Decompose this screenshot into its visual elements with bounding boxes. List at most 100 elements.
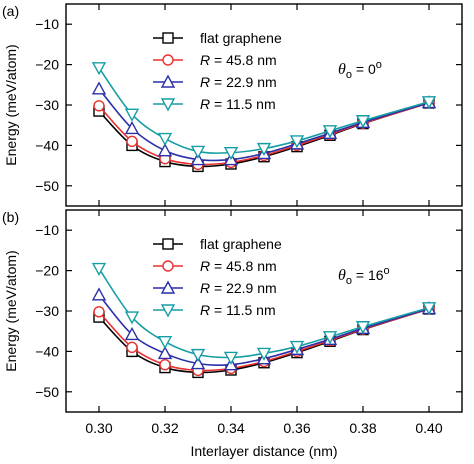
series-line <box>98 294 430 367</box>
data-point <box>421 302 437 316</box>
y-axis-title: Energy (meV/atom) <box>3 44 19 165</box>
series-2 <box>91 81 437 166</box>
data-point <box>91 287 107 301</box>
series-line <box>98 308 430 372</box>
legend-symbol: R <box>200 74 210 90</box>
data-point <box>93 306 105 318</box>
data-point <box>157 143 173 157</box>
data-point <box>93 100 105 112</box>
data-point <box>124 108 140 122</box>
legend-marker <box>162 54 174 66</box>
legend-marker <box>160 304 176 318</box>
series-line <box>98 67 430 154</box>
degree-superscript: o <box>384 265 390 277</box>
y-tick-label: −20 <box>35 263 59 279</box>
x-axis-title: Interlayer distance (nm) <box>190 443 337 459</box>
data-point <box>91 62 107 76</box>
data-point <box>157 345 173 360</box>
legend-symbol: R <box>200 280 210 296</box>
y-tick-label: −10 <box>35 222 59 238</box>
series-line <box>98 102 430 166</box>
legend-label: R = 22.9 nm <box>200 74 277 90</box>
legend-value: flat graphene <box>200 30 282 46</box>
theta-subscript: o <box>346 275 352 287</box>
data-point <box>124 326 140 341</box>
y-tick-label: −30 <box>35 303 59 319</box>
legend-marker <box>160 74 176 88</box>
legend-marker <box>160 280 176 294</box>
series-3 <box>91 62 437 161</box>
series-3 <box>91 262 437 365</box>
data-point <box>124 311 140 325</box>
y-tick-label: −50 <box>35 384 59 400</box>
angle-annotation: θo = 0o <box>338 59 382 81</box>
angle-value: = 0 <box>352 61 376 77</box>
data-point <box>126 135 138 148</box>
x-tick-label: 0.34 <box>217 420 244 436</box>
data-point <box>190 152 206 166</box>
degree-superscript: o <box>376 59 382 71</box>
y-tick-label: −10 <box>35 16 59 32</box>
data-point <box>157 132 173 146</box>
series-line <box>98 88 430 162</box>
angle-annotation: θo = 16o <box>338 265 390 287</box>
data-point <box>256 142 272 157</box>
legend-symbol: R <box>200 96 210 112</box>
y-axis-title: Energy (meV/atom) <box>3 250 19 371</box>
legend-value: = 11.5 nm <box>210 302 276 318</box>
y-tick-label: −40 <box>35 137 59 153</box>
theta-subscript: o <box>346 69 352 81</box>
data-point <box>190 348 206 363</box>
data-point <box>159 359 171 371</box>
data-point <box>355 115 371 129</box>
theta-symbol: θ <box>338 267 346 284</box>
legend-marker <box>162 238 174 250</box>
y-tick-label: −20 <box>35 57 59 73</box>
legend-symbol: R <box>200 52 210 68</box>
series-line <box>98 268 430 359</box>
legend-value: = 45.8 nm <box>210 52 277 68</box>
legend-symbol: R <box>200 258 210 274</box>
legend-value: flat graphene <box>200 236 282 252</box>
data-point <box>223 351 239 365</box>
data-point <box>322 331 338 345</box>
legend-label: flat graphene <box>200 30 282 46</box>
legend-label: R = 45.8 nm <box>200 52 277 68</box>
x-tick-label: 0.40 <box>415 420 442 436</box>
y-tick-label: −30 <box>35 97 59 113</box>
y-tick-label: −50 <box>35 178 59 194</box>
legend-marker <box>160 98 176 112</box>
legend-symbol: R <box>200 302 210 318</box>
data-point <box>126 341 138 354</box>
x-tick-label: 0.36 <box>283 420 310 436</box>
data-point <box>421 96 437 110</box>
legend-value: = 22.9 nm <box>210 280 277 296</box>
data-point <box>289 135 305 149</box>
data-point <box>289 340 305 355</box>
panel-label: (b) <box>2 209 19 225</box>
data-point <box>223 146 239 161</box>
data-point <box>256 347 272 361</box>
legend-label: flat graphene <box>200 236 282 252</box>
legend-marker <box>162 32 174 44</box>
panel-label: (a) <box>2 3 19 19</box>
panel-a: −10 −20 −30 −40 −50 Energy (meV/atom) (a) flat … <box>2 3 463 207</box>
data-point <box>322 125 338 139</box>
data-point <box>124 120 140 135</box>
legend-label: R = 11.5 nm <box>200 302 276 318</box>
legend-label: R = 11.5 nm <box>200 96 276 112</box>
legend-label: R = 45.8 nm <box>200 258 277 274</box>
data-point <box>91 262 107 277</box>
y-tick-label: −40 <box>35 343 59 359</box>
data-point <box>190 356 206 370</box>
panel-b: −10 −20 −30 −40 −50 0.30 0.32 0.34 0.36 0.38 0.40 E… <box>2 209 463 459</box>
data-point <box>355 321 371 335</box>
legend-label: R = 22.9 nm <box>200 280 277 296</box>
data-point <box>157 336 173 350</box>
data-point <box>190 145 206 159</box>
legend-value: = 22.9 nm <box>210 74 277 90</box>
x-tick-label: 0.38 <box>349 420 376 436</box>
